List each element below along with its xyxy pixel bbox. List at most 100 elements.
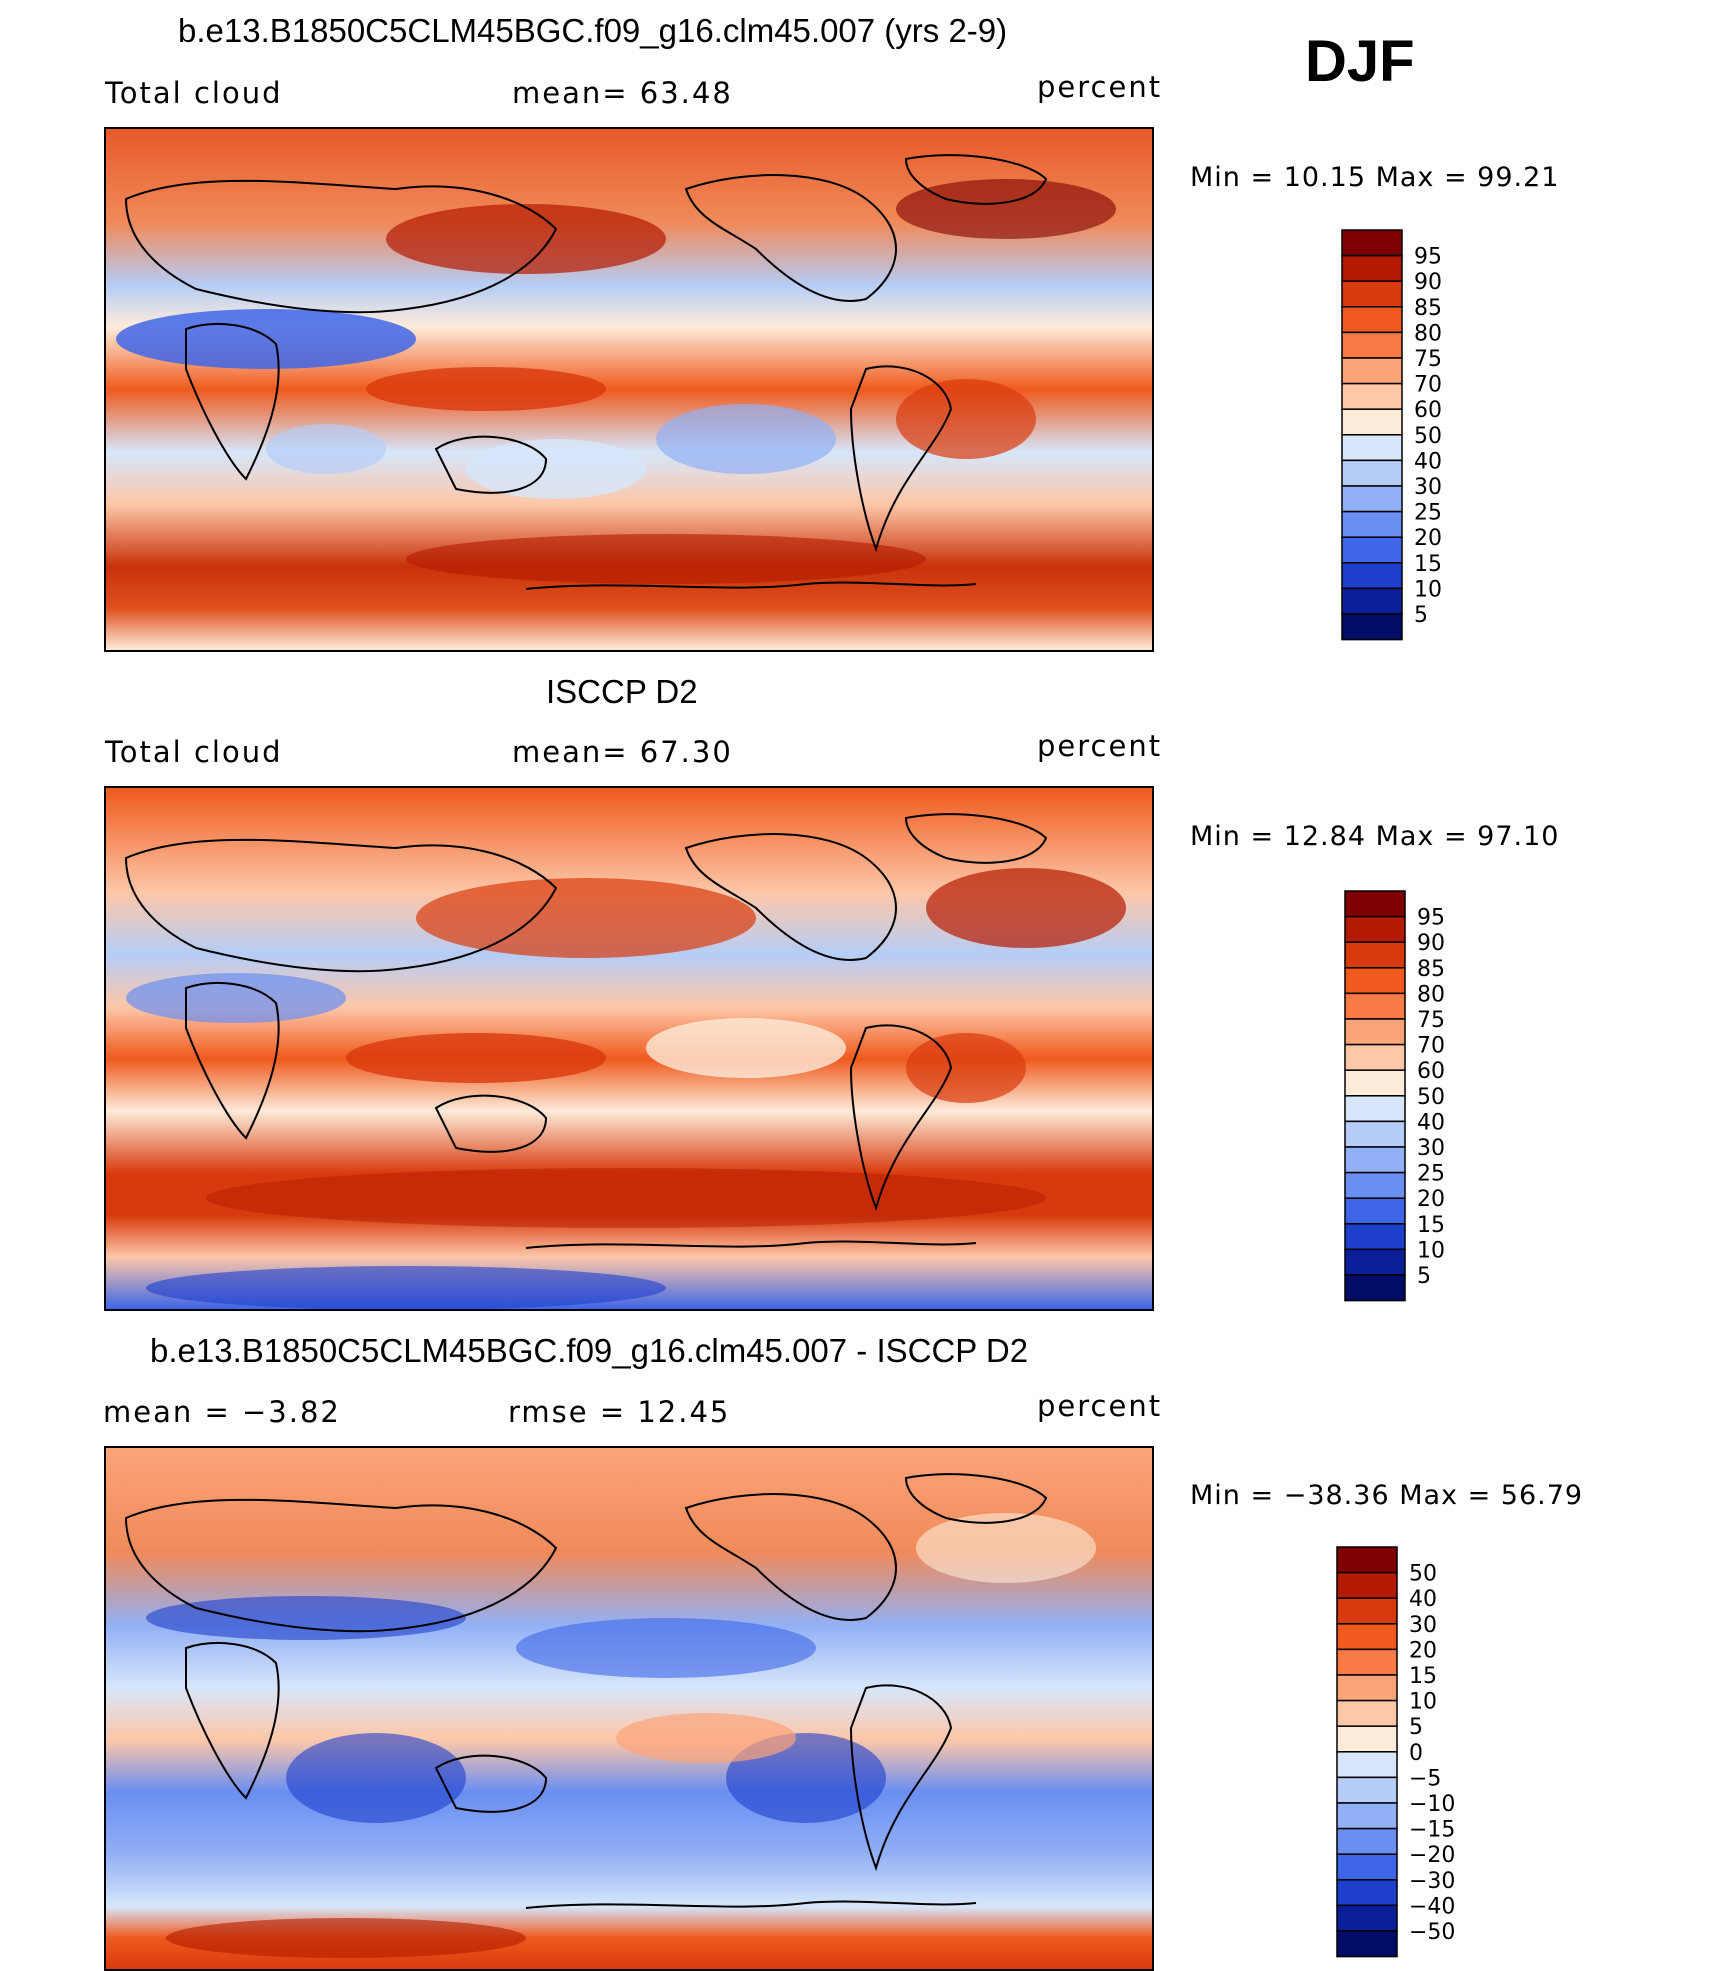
- colorbar-swatch: [1344, 1248, 1406, 1276]
- colorbar-swatch: [1341, 382, 1403, 410]
- colorbar-tick-label: −40: [1409, 1894, 1455, 1919]
- colorbar-swatch: [1344, 1018, 1406, 1046]
- colorbar-swatch: [1336, 1751, 1398, 1779]
- colorbar-tick-label: −50: [1409, 1920, 1455, 1945]
- colorbar-swatch: [1341, 331, 1403, 359]
- season-label: DJF: [1305, 29, 1415, 94]
- panel-2-mean-label: mean= 67.30: [512, 735, 733, 769]
- colorbar-swatch: [1341, 280, 1403, 308]
- colorbar-tick-label: 30: [1409, 1613, 1437, 1638]
- colorbar-tick-label: 40: [1409, 1587, 1437, 1612]
- colorbar-swatch: [1344, 992, 1406, 1020]
- panel-1-min-max: Min = 10.15 Max = 99.21: [1190, 162, 1560, 193]
- colorbar-tick-label: 0: [1409, 1741, 1423, 1766]
- colorbar-swatch: [1336, 1597, 1398, 1625]
- panel-3-map-field: [106, 1448, 1152, 1969]
- colorbar-swatch: [1336, 1699, 1398, 1727]
- panel-2-map-field: [106, 788, 1152, 1309]
- panel-2-variable-label: Total cloud: [105, 735, 283, 769]
- colorbar-tick-label: 60: [1414, 398, 1442, 423]
- panel-2-units-label: percent: [1037, 729, 1163, 763]
- colorbar-swatch: [1341, 587, 1403, 615]
- colorbar-swatch: [1336, 1725, 1398, 1753]
- colorbar-swatch: [1341, 510, 1403, 538]
- panel-1-variable-label: Total cloud: [105, 76, 283, 110]
- colorbar-swatch: [1344, 915, 1406, 943]
- panel-3-min-max: Min = −38.36 Max = 56.79: [1190, 1480, 1584, 1511]
- colorbar-tick-label: −20: [1409, 1843, 1455, 1868]
- colorbar-swatch: [1341, 229, 1403, 257]
- colorbar-tick-label: 90: [1417, 931, 1445, 956]
- colorbar-tick-label: 30: [1417, 1136, 1445, 1161]
- colorbar-tick-label: 50: [1414, 424, 1442, 449]
- colorbar-tick-label: 85: [1414, 296, 1442, 321]
- colorbar-swatch: [1341, 459, 1403, 487]
- colorbar-swatch: [1336, 1879, 1398, 1907]
- colorbar-tick-label: 10: [1417, 1238, 1445, 1263]
- colorbar-tick-label: 80: [1414, 321, 1442, 346]
- colorbar-swatch: [1344, 1197, 1406, 1225]
- colorbar-tick-label: 5: [1417, 1264, 1431, 1289]
- colorbar-tick-label: 90: [1414, 270, 1442, 295]
- panel-2-min-max: Min = 12.84 Max = 97.10: [1190, 821, 1560, 852]
- colorbar-tick-label: 50: [1409, 1562, 1437, 1587]
- colorbar-swatch: [1336, 1571, 1398, 1599]
- colorbar-tick-label: 70: [1417, 1034, 1445, 1059]
- colorbar-tick-label: 75: [1417, 1008, 1445, 1033]
- colorbar-swatch: [1341, 434, 1403, 462]
- panel-3-rmse-label: rmse = 12.45: [508, 1395, 731, 1429]
- colorbar-swatch: [1341, 536, 1403, 564]
- panel-1-map: [104, 127, 1154, 652]
- colorbar-tick-label: 75: [1414, 347, 1442, 372]
- colorbar-tick-label: 85: [1417, 957, 1445, 982]
- colorbar-swatch: [1336, 1853, 1398, 1881]
- colorbar-swatch: [1344, 1274, 1406, 1302]
- colorbar-swatch: [1336, 1827, 1398, 1855]
- colorbar-swatch: [1344, 1043, 1406, 1071]
- colorbar-tick-label: 10: [1409, 1690, 1437, 1715]
- panel-1-colorbar: 95 90 85 80 75 70 60 50 40 30 25 20 15 10 5: [1340, 228, 1490, 647]
- colorbar-swatch: [1344, 1095, 1406, 1123]
- panel-1-mean-label: mean= 63.48: [512, 76, 733, 110]
- colorbar-tick-label: 30: [1414, 475, 1442, 500]
- colorbar-swatch: [1341, 613, 1403, 641]
- colorbar-tick-label: −10: [1409, 1792, 1455, 1817]
- panel-2-map: [104, 786, 1154, 1311]
- colorbar-swatch: [1344, 1171, 1406, 1199]
- colorbar-swatch: [1336, 1930, 1398, 1958]
- panel-2-title: ISCCP D2: [546, 673, 698, 710]
- panel-3-mean-label: mean = −3.82: [103, 1395, 341, 1429]
- colorbar-swatch: [1336, 1904, 1398, 1932]
- colorbar-swatch: [1344, 1069, 1406, 1097]
- colorbar-swatch: [1336, 1623, 1398, 1651]
- colorbar-tick-label: 5: [1414, 603, 1428, 628]
- colorbar-swatch: [1336, 1648, 1398, 1676]
- colorbar-tick-label: 40: [1414, 449, 1442, 474]
- colorbar-swatch: [1344, 967, 1406, 995]
- colorbar-tick-label: 20: [1409, 1638, 1437, 1663]
- panel-1-map-field: [106, 129, 1152, 650]
- colorbar-tick-label: 80: [1417, 982, 1445, 1007]
- colorbar-tick-label: −15: [1409, 1818, 1455, 1843]
- colorbar-swatch: [1336, 1546, 1398, 1574]
- colorbar-tick-label: 40: [1417, 1110, 1445, 1135]
- colorbar-tick-label: 60: [1417, 1059, 1445, 1084]
- colorbar-swatch: [1336, 1802, 1398, 1830]
- colorbar-tick-label: 15: [1409, 1664, 1437, 1689]
- panel-2-colorbar: 95 90 85 80 75 70 60 50 40 30 25 20 15 10 5: [1343, 889, 1493, 1308]
- colorbar-swatch: [1341, 408, 1403, 436]
- colorbar-tick-label: 50: [1417, 1085, 1445, 1110]
- colorbar-tick-label: 20: [1417, 1187, 1445, 1212]
- colorbar-tick-label: 10: [1414, 577, 1442, 602]
- colorbar-swatch: [1341, 562, 1403, 590]
- colorbar-swatch: [1344, 1146, 1406, 1174]
- colorbar-swatch: [1341, 357, 1403, 385]
- colorbar-swatch: [1344, 1120, 1406, 1148]
- colorbar-tick-label: 70: [1414, 373, 1442, 398]
- panel-3-map: [104, 1446, 1154, 1971]
- colorbar-swatch: [1344, 941, 1406, 969]
- colorbar-tick-label: 15: [1414, 552, 1442, 577]
- colorbar-swatch: [1341, 306, 1403, 334]
- colorbar-tick-label: 25: [1417, 1162, 1445, 1187]
